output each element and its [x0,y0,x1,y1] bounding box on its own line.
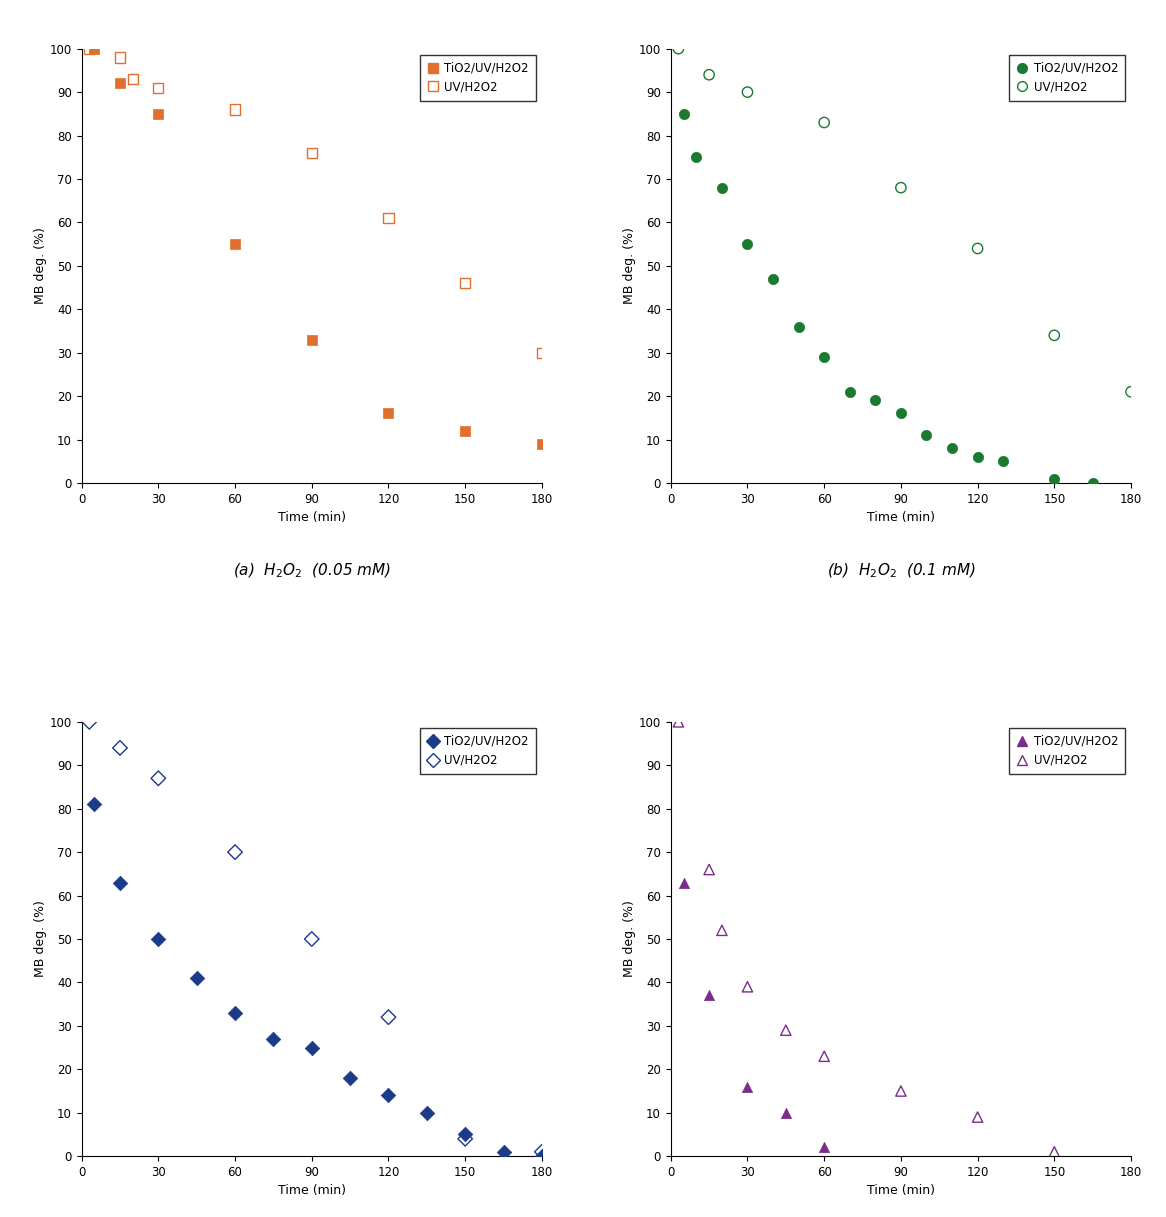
Point [712,920,731,940]
Point [1045,326,1063,346]
Point [533,343,552,363]
Point [738,83,757,102]
Point [149,930,168,949]
Point [700,859,718,879]
Y-axis label: MB deg. (%): MB deg. (%) [623,228,635,304]
Point [456,1129,475,1149]
Point [85,39,104,58]
X-axis label: Time (min): Time (min) [278,1184,346,1198]
Point [866,391,885,410]
Point [80,39,99,58]
Point [379,1086,398,1105]
Point [85,795,104,814]
Point [918,426,936,445]
Point [149,78,168,97]
Point [700,986,718,1005]
Legend: TiO2/UV/H2O2, UV/H2O2: TiO2/UV/H2O2, UV/H2O2 [420,728,536,774]
Point [417,1103,436,1122]
Point [533,1146,552,1166]
Point [1083,473,1102,493]
Point [1045,469,1063,488]
Point [815,1047,834,1066]
Legend: TiO2/UV/H2O2, UV/H2O2: TiO2/UV/H2O2, UV/H2O2 [1009,728,1125,774]
Point [777,1103,795,1122]
Point [738,1077,757,1097]
Point [815,113,834,133]
Text: (a)  H$_2$O$_2$  (0.05 mM): (a) H$_2$O$_2$ (0.05 mM) [233,561,391,579]
Point [226,100,245,119]
Point [892,1081,911,1100]
Point [379,404,398,424]
Point [815,347,834,366]
Point [111,739,129,758]
Point [456,1125,475,1144]
Point [226,1003,245,1022]
Legend: TiO2/UV/H2O2, UV/H2O2: TiO2/UV/H2O2, UV/H2O2 [1009,55,1125,101]
X-axis label: Time (min): Time (min) [278,511,346,525]
Point [226,842,245,862]
Y-axis label: MB deg. (%): MB deg. (%) [34,228,47,304]
Text: (b)  H$_2$O$_2$  (0.1 mM): (b) H$_2$O$_2$ (0.1 mM) [827,561,975,579]
Point [80,712,99,731]
Point [149,105,168,124]
X-axis label: Time (min): Time (min) [866,511,935,525]
Point [111,74,129,94]
Point [674,105,693,124]
Point [1045,1142,1063,1161]
Point [968,1107,986,1127]
Point [968,239,986,258]
Point [340,1069,359,1088]
Point [226,235,245,254]
Point [302,930,321,949]
Point [264,1030,282,1049]
Y-axis label: MB deg. (%): MB deg. (%) [623,901,635,977]
Y-axis label: MB deg. (%): MB deg. (%) [34,901,47,977]
Point [379,208,398,228]
Point [738,235,757,254]
Point [993,452,1012,471]
Point [777,1021,795,1041]
Point [379,1008,398,1027]
Point [494,1142,513,1161]
Point [124,69,142,89]
Point [533,1142,552,1161]
Point [674,873,693,892]
Point [111,873,129,892]
Point [738,977,757,997]
Legend: TiO2/UV/H2O2, UV/H2O2: TiO2/UV/H2O2, UV/H2O2 [420,55,536,101]
Point [456,421,475,441]
Point [188,969,206,988]
Point [669,712,688,731]
Point [892,404,911,424]
Point [789,316,808,336]
Point [533,434,552,454]
Point [892,178,911,197]
Point [669,39,688,58]
Point [712,178,731,197]
Point [700,65,718,84]
Point [302,330,321,349]
Point [764,269,782,288]
Point [149,769,168,789]
Point [1122,382,1140,402]
X-axis label: Time (min): Time (min) [866,1184,935,1198]
Point [968,447,986,466]
Point [841,382,859,402]
Point [302,1038,321,1058]
Point [815,1138,834,1157]
Point [687,147,705,167]
Point [302,144,321,163]
Point [456,274,475,293]
Point [942,438,961,458]
Point [111,47,129,67]
